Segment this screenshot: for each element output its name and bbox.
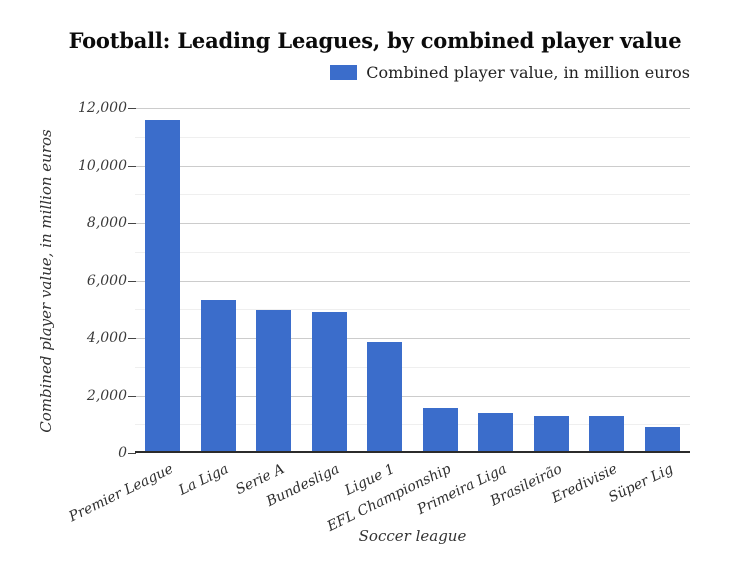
y-tick-mark [128, 338, 136, 339]
minor-gridline [135, 309, 690, 311]
y-tick-mark [128, 165, 136, 167]
bar-s-per-lig [644, 427, 680, 451]
legend: Combined player value, in million euros [330, 63, 690, 82]
minor-gridline [135, 136, 690, 138]
major-gridline [135, 108, 690, 109]
y-tick-label: 4,000 [86, 330, 127, 346]
y-tick-label: 6,000 [86, 272, 127, 289]
major-gridline [135, 280, 690, 282]
x-category-label: La Liga [176, 461, 232, 499]
y-tick-mark [128, 453, 136, 454]
y-tick-label: 8,000 [86, 215, 127, 231]
bar-la-liga [200, 300, 236, 451]
bar-serie-a [256, 310, 292, 451]
major-gridline [135, 223, 690, 224]
y-tick-mark [128, 108, 136, 109]
x-axis-title: Soccer league [358, 527, 467, 545]
y-tick-label: 12,000 [78, 100, 127, 116]
bar-premier-league [145, 120, 181, 451]
bar-efl-championship [422, 408, 458, 451]
legend-label: Combined player value, in million euros [366, 63, 690, 82]
y-tick-mark [128, 223, 136, 224]
minor-gridline [135, 366, 690, 368]
minor-gridline [135, 424, 690, 426]
minor-gridline [135, 194, 690, 196]
y-tick-label: 10,000 [78, 157, 127, 174]
major-gridline [135, 395, 690, 397]
y-tick-mark [128, 395, 136, 397]
chart-title: Football: Leading Leagues, by combined p… [68, 28, 682, 53]
x-category-label: Premier League [66, 461, 176, 526]
bar-brasileir-o [533, 416, 569, 451]
bar-primeira-liga [478, 413, 514, 451]
major-gridline [135, 338, 690, 339]
bar-bundesliga [311, 312, 347, 451]
major-gridline [135, 165, 690, 167]
bar-ligue-1 [367, 342, 403, 451]
plot-area [135, 108, 690, 453]
y-tick-label: 2,000 [86, 387, 127, 404]
y-tick-label: 0 [118, 445, 127, 461]
legend-swatch-icon [330, 65, 358, 80]
y-tick-mark [128, 280, 136, 282]
bar-eredivisie [589, 416, 625, 451]
minor-gridline [135, 251, 690, 253]
